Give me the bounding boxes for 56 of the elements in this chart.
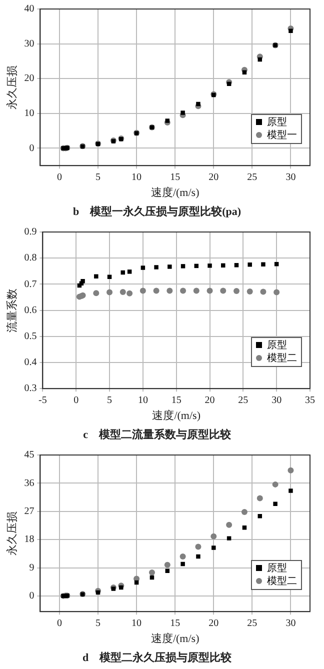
x-tick-label: 30 xyxy=(286,618,296,630)
x-tick-label: 20 xyxy=(208,172,219,184)
y-tick-label: 0.9 xyxy=(24,226,37,238)
legend-label: 模型二 xyxy=(267,574,297,588)
text: d 模型二永久压损与原型比较 xyxy=(82,651,233,664)
x-tick-label: 25 xyxy=(247,172,258,184)
x-tick-label: 30 xyxy=(286,172,296,184)
y-tick-label: 0 xyxy=(29,590,34,602)
text: c 模型二流量系数与原型比较 xyxy=(83,428,232,442)
y-axis-title: 流量系数 xyxy=(5,288,18,332)
y-tick-label: 45 xyxy=(24,450,34,461)
y-tick-label: 0.6 xyxy=(24,304,37,316)
x-tick-label: -5 xyxy=(38,395,47,406)
x-tick-label: 5 xyxy=(96,618,101,630)
y-tick-label: 27 xyxy=(24,506,34,517)
y-tick-label: 0.8 xyxy=(24,252,37,264)
y-axis-title: 永久压损 xyxy=(5,511,18,556)
x-tick-label: 15 xyxy=(170,618,180,630)
x-tick-label: 20 xyxy=(208,618,219,630)
x-tick-label: 10 xyxy=(132,618,142,630)
x-tick-label: 15 xyxy=(170,172,180,184)
legend-label: 模型二 xyxy=(267,352,297,365)
y-tick-label: 0.7 xyxy=(24,278,37,290)
y-axis-title: 永久压损 xyxy=(5,65,18,110)
x-tick-label: 25 xyxy=(247,618,258,630)
x-tick-label: 35 xyxy=(305,395,315,406)
x-tick-label: 25 xyxy=(238,395,248,406)
y-tick-label: 18 xyxy=(24,534,34,546)
legend-label: 原型 xyxy=(267,562,287,575)
x-tick-label: 0 xyxy=(56,618,62,630)
legend-label: 原型 xyxy=(267,338,287,352)
text: b 模型一永久压损与原型比较(pa) xyxy=(72,205,242,218)
x-tick-label: 20 xyxy=(204,395,215,406)
y-tick-label: 36 xyxy=(24,478,34,489)
y-tick-label: 0.3 xyxy=(24,383,37,394)
y-tick-label: 30 xyxy=(24,38,34,50)
y-tick-label: 9 xyxy=(29,562,34,574)
y-tick-label: 40 xyxy=(24,4,34,15)
x-axis-title: 速度/(m/s) xyxy=(150,632,200,646)
x-tick-label: 0 xyxy=(74,395,79,406)
y-tick-label: 0 xyxy=(29,142,34,154)
y-tick-label: 0.4 xyxy=(24,357,37,368)
x-tick-label: 10 xyxy=(138,395,148,406)
legend-label: 原型 xyxy=(267,116,287,129)
y-tick-label: 0.5 xyxy=(24,331,37,342)
y-tick-label: 10 xyxy=(24,108,34,120)
x-axis-title: 速度/(m/s) xyxy=(150,186,200,200)
y-tick-label: 20 xyxy=(24,73,34,84)
x-tick-label: 0 xyxy=(56,172,62,184)
x-tick-label: 30 xyxy=(272,395,282,406)
legend-label: 模型一 xyxy=(267,128,297,142)
x-tick-label: 5 xyxy=(107,395,112,406)
x-tick-label: 10 xyxy=(132,172,142,184)
x-axis-title: 速度/(m/s) xyxy=(152,409,201,422)
x-tick-label: 5 xyxy=(96,172,101,184)
x-tick-label: 15 xyxy=(171,395,182,406)
